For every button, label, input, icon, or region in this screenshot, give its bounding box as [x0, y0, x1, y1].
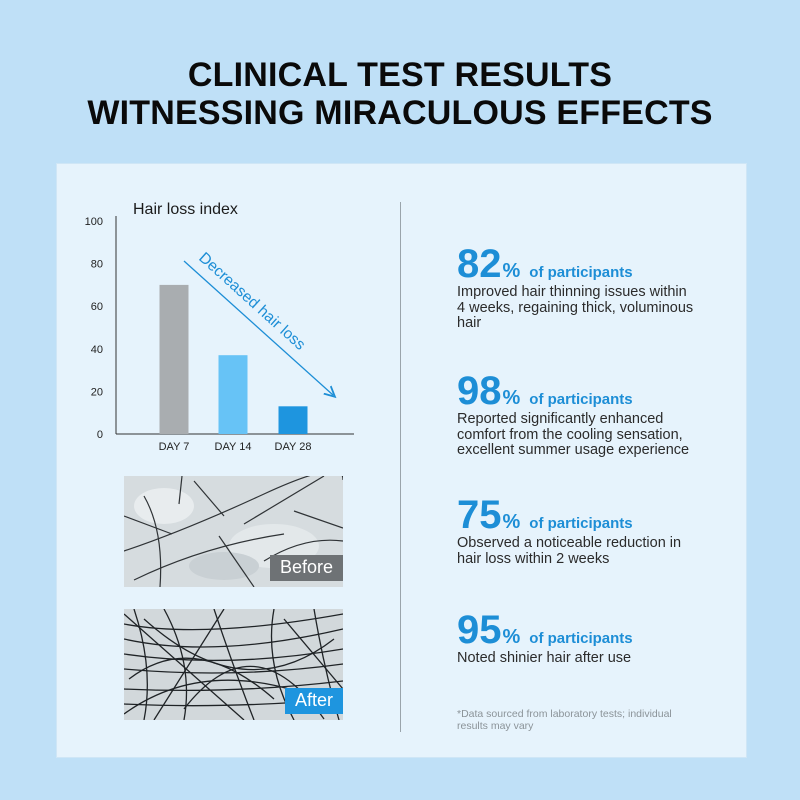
- hair-loss-chart: 0 20 40 60 80 100 DAY 7 DAY 14 DAY 28 Decreased…: [85, 216, 354, 453]
- y-tick-label: 0: [97, 429, 103, 441]
- stat-3-description: Observed a noticeable reduction in hair …: [457, 535, 717, 567]
- stat-2-label: of participants: [529, 391, 633, 408]
- x-tick-label: DAY 7: [159, 441, 190, 453]
- bar-day-14: [218, 355, 248, 434]
- before-label: Before: [269, 555, 343, 581]
- stat-block-3: 75 % of participants Observed a noticeab…: [457, 495, 717, 567]
- bar-day-28: [278, 406, 308, 434]
- stat-block-2: 98 % of participants Reported significan…: [457, 371, 717, 459]
- stat-block-4: 95 % of participants Noted shinier hair …: [457, 610, 717, 667]
- stat-4-label: of participants: [529, 630, 633, 647]
- stat-4-number: 95: [457, 608, 502, 652]
- headline-line-1: CLINICAL TEST RESULTS: [187, 56, 613, 94]
- results-card: Hair loss index 0 20 40 60 80 100 DAY 7 DAY 14…: [56, 163, 747, 758]
- chart-title: Hair loss index: [133, 201, 238, 218]
- stat-3-label: of participants: [529, 515, 633, 532]
- bar-day-7: [159, 284, 189, 434]
- stat-1-description: Improved hair thinning issues within 4 w…: [457, 284, 717, 332]
- stat-1-label: of participants: [529, 264, 633, 281]
- stat-1-desc-line: hair: [457, 315, 482, 331]
- stat-2-desc-line: comfort from the cooling sensation,: [457, 426, 683, 443]
- stat-3-number: 75: [457, 493, 502, 537]
- stat-3-desc-line: Observed a noticeable reduction in: [457, 535, 682, 551]
- before-photo: Before: [124, 476, 343, 587]
- stat-1-desc-line: 4 weeks, regaining thick, voluminous: [457, 299, 694, 316]
- y-tick-label: 20: [91, 386, 103, 398]
- after-photo: After: [124, 609, 343, 720]
- footnote: *Data sourced from laboratory tests; ind…: [457, 708, 707, 732]
- trend-annotation: Decreased hair loss: [195, 249, 308, 353]
- stat-4-unit: %: [502, 626, 521, 648]
- stat-1-unit: %: [502, 260, 521, 282]
- y-tick-label: 100: [85, 216, 103, 228]
- column-divider: [400, 202, 401, 732]
- stat-2-unit: %: [502, 387, 521, 409]
- stat-2-desc-line: Reported significantly enhanced: [457, 411, 664, 427]
- stat-1-desc-line: Improved hair thinning issues within: [457, 284, 687, 300]
- stat-4-description: Noted shinier hair after use: [457, 650, 717, 667]
- stat-4-desc-line: Noted shinier hair after use: [457, 650, 632, 666]
- stat-3-desc-line: hair loss within 2 weeks: [457, 550, 610, 567]
- headline-line-2: WITNESSING MIRACULOUS EFFECTS: [87, 94, 713, 132]
- x-tick-label: DAY 14: [215, 441, 252, 453]
- y-tick-label: 80: [91, 259, 103, 271]
- headline: CLINICAL TEST RESULTS WITNESSING MIRACUL…: [0, 56, 800, 132]
- stat-2-desc-line: excellent summer usage experience: [457, 442, 690, 458]
- x-tick-label: DAY 28: [275, 441, 312, 453]
- y-tick-label: 40: [91, 344, 103, 356]
- after-label: After: [284, 688, 343, 714]
- stat-1-number: 82: [457, 242, 502, 286]
- stat-3-unit: %: [502, 511, 521, 533]
- footnote-line: results may vary: [457, 720, 534, 732]
- trend-arrow: [183, 260, 333, 395]
- stat-2-description: Reported significantly enhanced comfort …: [457, 411, 717, 459]
- stat-2-number: 98: [457, 369, 502, 413]
- stat-block-1: 82 % of participants Improved hair thinn…: [457, 244, 717, 332]
- y-tick-label: 60: [91, 301, 103, 313]
- footnote-line: *Data sourced from laboratory tests; ind…: [457, 708, 672, 720]
